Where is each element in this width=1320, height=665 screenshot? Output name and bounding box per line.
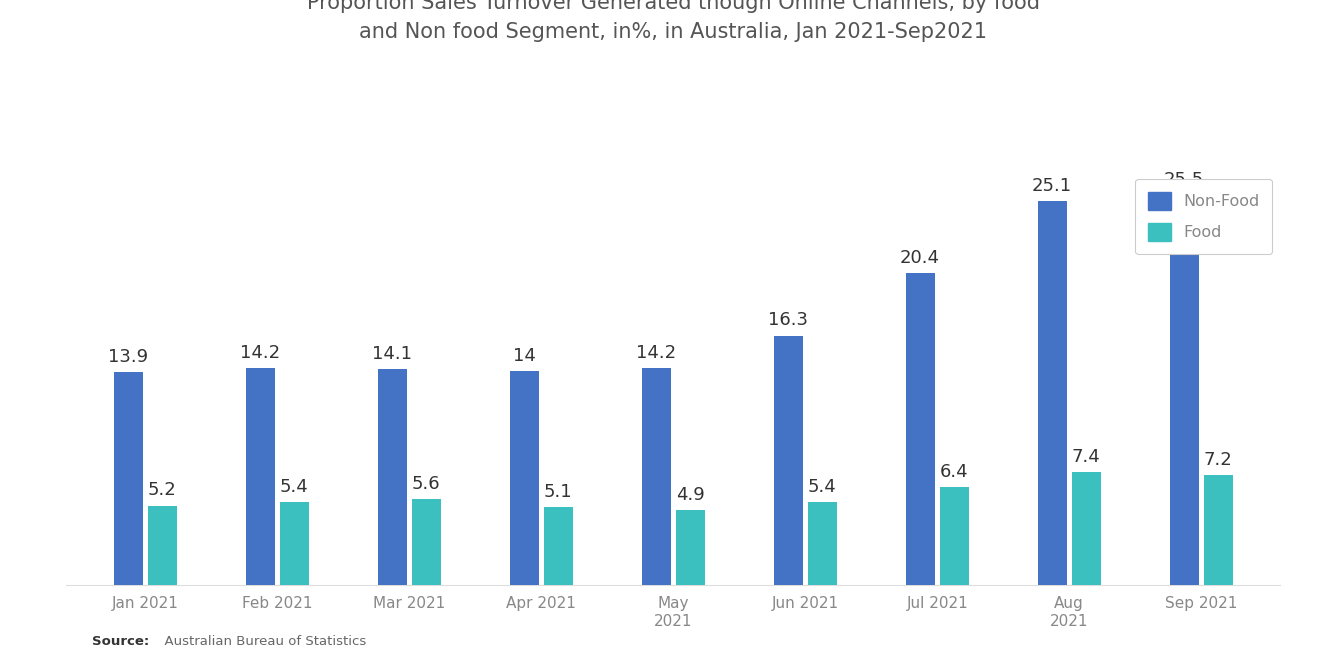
Text: 14.2: 14.2 [240,344,280,362]
Text: 25.5: 25.5 [1164,170,1204,189]
Bar [1170,195,1199,585]
Text: 25.1: 25.1 [1032,177,1072,195]
Bar [246,368,275,585]
Bar [148,505,177,585]
Text: 5.1: 5.1 [544,483,573,501]
Bar [676,510,705,585]
Text: 7.2: 7.2 [1204,451,1233,469]
Text: Australian Bureau of Statistics: Australian Bureau of Statistics [156,635,366,648]
Bar [774,336,803,585]
Bar [114,372,143,585]
Bar [808,503,837,585]
Text: 16.3: 16.3 [768,311,808,329]
Bar [280,503,309,585]
Text: 4.9: 4.9 [676,486,705,504]
Bar [642,368,671,585]
Text: 7.4: 7.4 [1072,448,1101,465]
Text: 5.2: 5.2 [148,481,177,499]
Legend: Non-Food, Food: Non-Food, Food [1135,179,1272,254]
Text: 6.4: 6.4 [940,463,969,481]
Bar [544,507,573,585]
Text: 13.9: 13.9 [108,348,148,366]
Text: 20.4: 20.4 [900,249,940,267]
Bar [906,273,935,585]
Text: 14.1: 14.1 [372,345,412,363]
Text: 14.2: 14.2 [636,344,676,362]
Text: 14: 14 [512,346,536,364]
Text: 5.4: 5.4 [280,478,309,496]
Text: Source:: Source: [92,635,149,648]
Bar [1204,475,1233,585]
Bar [1038,201,1067,585]
Bar [510,371,539,585]
Bar [378,369,407,585]
Bar [1072,472,1101,585]
Text: 5.6: 5.6 [412,475,441,493]
Text: 5.4: 5.4 [808,478,837,496]
Bar [412,499,441,585]
Title: Proportion Sales Turnover Generated though Online Channels, by food
and Non food: Proportion Sales Turnover Generated thou… [306,0,1040,42]
Bar [940,487,969,585]
